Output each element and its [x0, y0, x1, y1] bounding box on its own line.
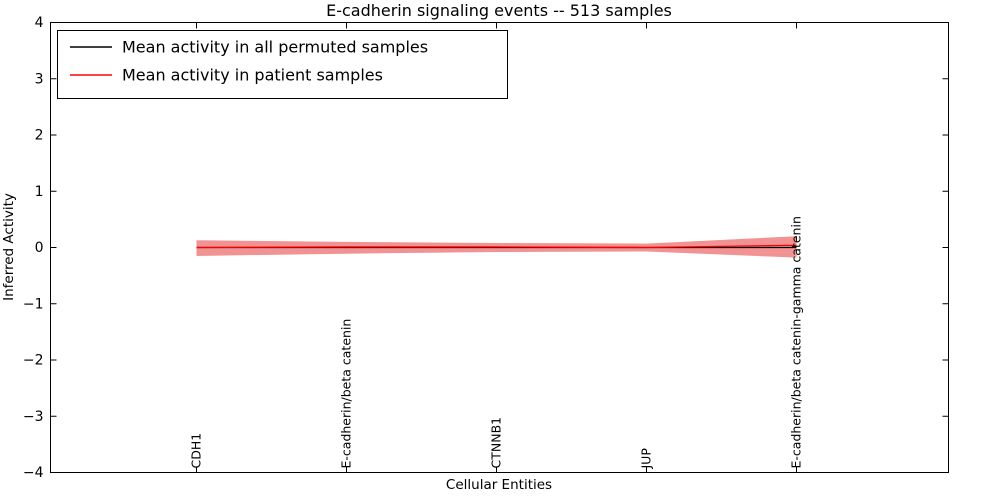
plot-area: 4 3 2 1 0 −1 −2 −3 −4 CDH1 E-cadherin/beta catenin… [23, 15, 949, 481]
y-tick-label: −3 [23, 409, 44, 425]
x-tick-label: CDH1 [189, 433, 204, 469]
x-tick-label: E-cadherin/beta catenin [339, 319, 354, 469]
y-tick-label: 3 [35, 71, 44, 87]
x-tick-label: CTNNB1 [489, 417, 504, 469]
plot-frame [50, 22, 949, 473]
chart-title: E-cadherin signaling events -- 513 sampl… [326, 1, 672, 20]
y-axis-label: Inferred Activity [1, 193, 17, 301]
legend-box [57, 30, 508, 99]
y-tick-label: −2 [23, 353, 44, 369]
series-line-1 [196, 244, 797, 249]
y-tick-label: 1 [35, 184, 44, 200]
legend-label-patient: Mean activity in patient samples [122, 66, 383, 85]
legend-label-permuted: Mean activity in all permuted samples [122, 38, 428, 57]
x-tick-label: JUP [639, 448, 654, 470]
x-tick-label: E-cadherin/beta catenin-gamma catenin [789, 216, 804, 468]
legend: Mean activity in all permuted samples Me… [57, 30, 508, 99]
y-tick-label: −1 [23, 296, 44, 312]
y-tick-label: 2 [35, 128, 44, 144]
x-axis-label: Cellular Entities [446, 477, 552, 493]
y-tick-label: 0 [35, 240, 44, 256]
y-tick-label: −4 [23, 465, 44, 481]
y-tick-label: 4 [35, 15, 44, 31]
